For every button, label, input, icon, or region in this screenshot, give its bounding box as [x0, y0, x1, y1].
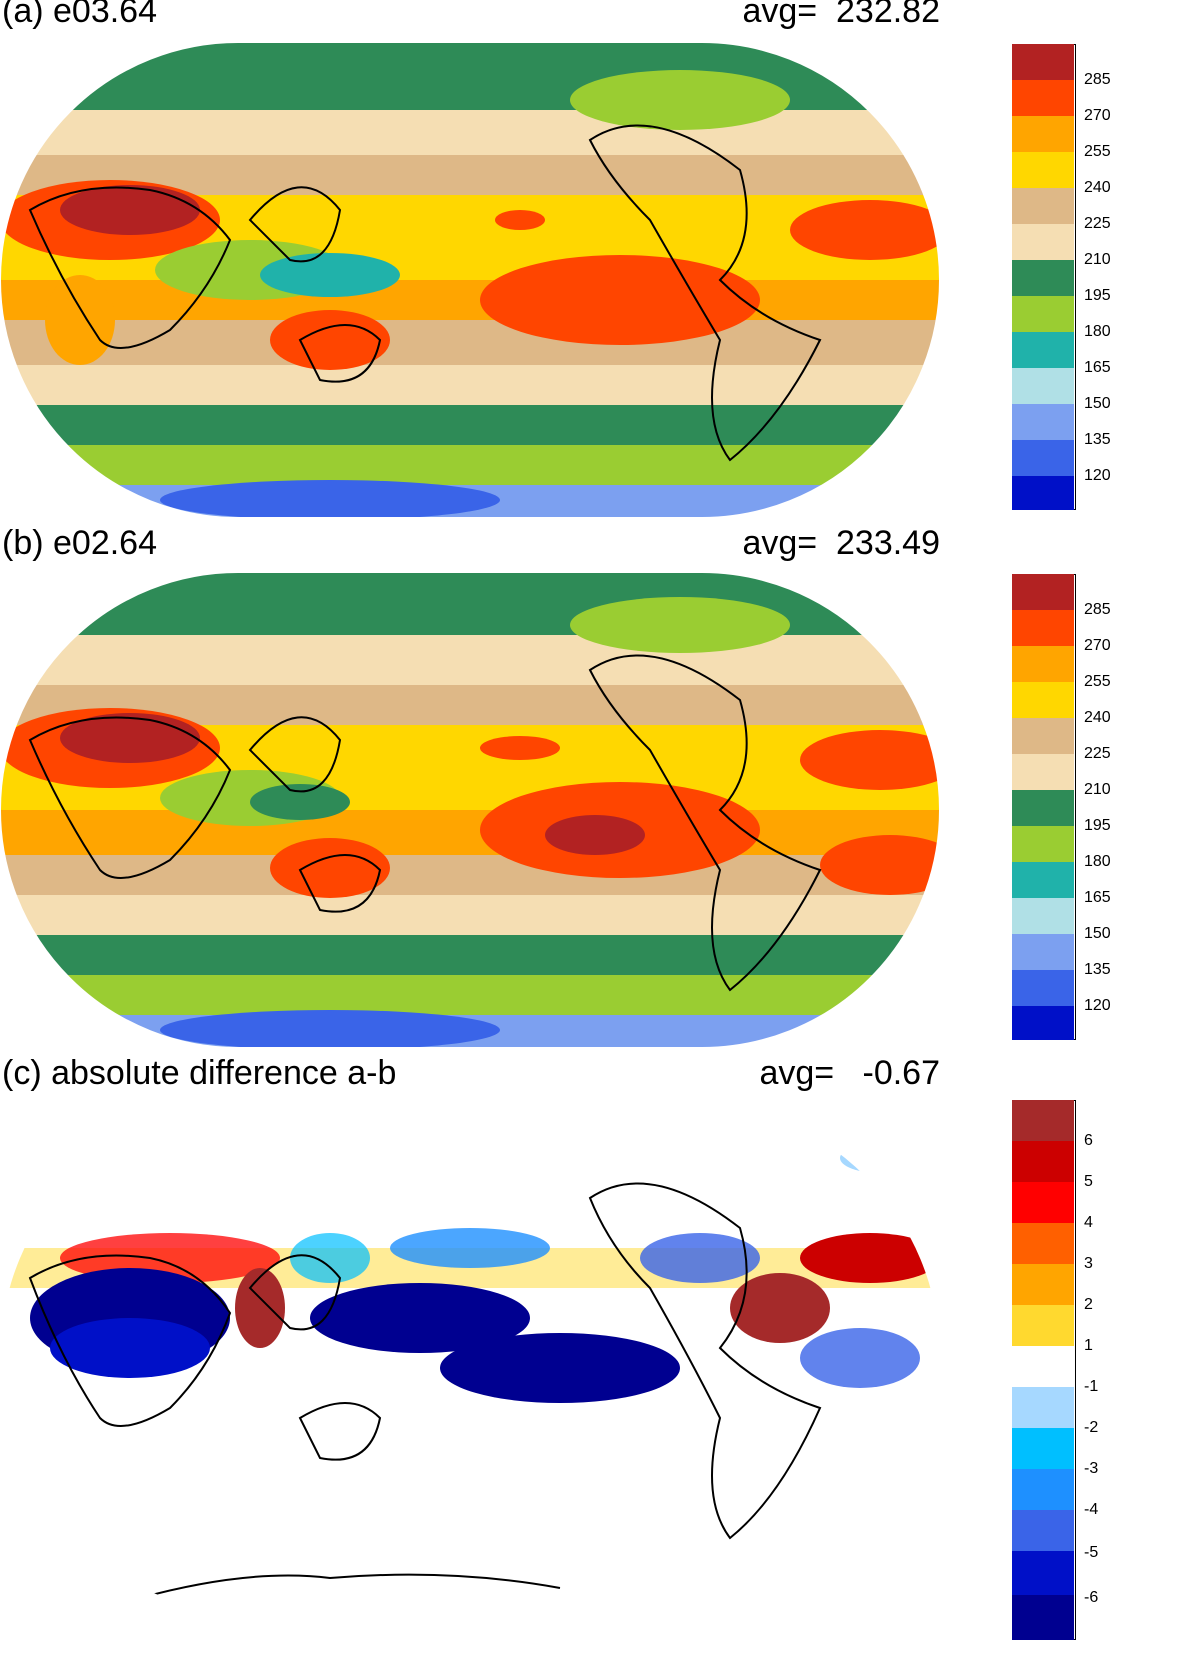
panel-a: (a) e03.64 avg= 232.82: [0, 0, 1188, 530]
legend-label: 165: [1084, 889, 1111, 906]
legend-label: 255: [1084, 673, 1111, 690]
legend-label: -1: [1084, 1378, 1099, 1395]
legend-label: 180: [1084, 853, 1111, 870]
map-a: [0, 41, 941, 519]
legend-swatch: [1012, 224, 1074, 260]
legend-swatch: [1012, 1141, 1074, 1182]
legend-swatch: [1012, 1595, 1074, 1640]
legend-label: 150: [1084, 925, 1111, 942]
legend-label: 135: [1084, 961, 1111, 978]
legend-label: 255: [1084, 143, 1111, 160]
legend-label: 5: [1084, 1173, 1093, 1190]
legend-swatch: [1012, 80, 1074, 116]
legend-swatch: [1012, 970, 1074, 1006]
legend-swatch: [1012, 1006, 1074, 1040]
legend-label: 150: [1084, 395, 1111, 412]
legend-swatch: [1012, 934, 1074, 970]
legend-swatch: [1012, 682, 1074, 718]
legend-swatch: [1012, 754, 1074, 790]
legend-swatch: [1012, 862, 1074, 898]
legend-label: 225: [1084, 215, 1111, 232]
legend-swatch: [1012, 898, 1074, 934]
legend-label: 3: [1084, 1255, 1093, 1272]
legend-label: 120: [1084, 467, 1111, 484]
legend-swatch: [1012, 790, 1074, 826]
legend-swatch: [1012, 260, 1074, 296]
legend-swatch: [1012, 440, 1074, 476]
legend-swatch: [1012, 574, 1074, 610]
panel-average: avg= 232.82: [742, 0, 940, 30]
arctic-band: [0, 572, 940, 635]
legend-swatch: [1012, 646, 1074, 682]
legend-label: -2: [1084, 1419, 1099, 1436]
legend-swatch: [1012, 1428, 1074, 1469]
legend-swatch: [1012, 476, 1074, 510]
legend-swatch: [1012, 610, 1074, 646]
legend-label: -5: [1084, 1544, 1099, 1561]
panel-title: (a) e03.64: [2, 0, 157, 30]
legend-label: 135: [1084, 431, 1111, 448]
legend-swatch: [1012, 404, 1074, 440]
panel-b: (b) e02.64 avg= 233.49: [0, 524, 1188, 1062]
legend-label: 120: [1084, 997, 1111, 1014]
panel-c: (c) absolute difference a-b avg= -0.67: [0, 1054, 1188, 1672]
legend-label: 225: [1084, 745, 1111, 762]
legend-label: 6: [1084, 1132, 1093, 1149]
legend-swatch: [1012, 1223, 1074, 1264]
legend-swatch: [1012, 116, 1074, 152]
legend-label: 270: [1084, 637, 1111, 654]
legend-label: 240: [1084, 709, 1111, 726]
arctic-band: [0, 42, 940, 110]
legend-swatch: [1012, 1510, 1074, 1551]
legend-label: 4: [1084, 1214, 1093, 1231]
legend-swatch: [1012, 1469, 1074, 1510]
legend-label: 210: [1084, 781, 1111, 798]
legend-label: -6: [1084, 1589, 1099, 1606]
legend-swatch: [1012, 718, 1074, 754]
legend-swatch: [1012, 1551, 1074, 1595]
legend-swatch: [1012, 296, 1074, 332]
legend-label: 165: [1084, 359, 1111, 376]
legend-swatch: [1012, 188, 1074, 224]
legend-label: 1: [1084, 1337, 1093, 1354]
legend-swatch: [1012, 1305, 1074, 1346]
legend-swatch: [1012, 368, 1074, 404]
legend-swatch: [1012, 1100, 1074, 1141]
legend-label: 210: [1084, 251, 1111, 268]
southern-green-band: [0, 405, 940, 445]
legend-label: 270: [1084, 107, 1111, 124]
panel-title: (b) e02.64: [2, 524, 157, 562]
legend-label: -3: [1084, 1460, 1099, 1477]
map-b: [0, 571, 941, 1049]
legend-swatch: [1012, 152, 1074, 188]
legend-label: 195: [1084, 287, 1111, 304]
panel-average: avg= -0.67: [759, 1054, 940, 1092]
legend-swatch: [1012, 1182, 1074, 1223]
legend-label: 285: [1084, 71, 1111, 88]
legend-swatch: [1012, 826, 1074, 862]
map-c: [0, 1100, 940, 1615]
legend-label: 285: [1084, 601, 1111, 618]
legend-swatch: [1012, 1346, 1074, 1387]
legend-label: 240: [1084, 179, 1111, 196]
panel-title: (c) absolute difference a-b: [2, 1054, 397, 1092]
legend-swatch: [1012, 1387, 1074, 1428]
legend-label: 195: [1084, 817, 1111, 834]
legend-swatch: [1012, 1264, 1074, 1305]
legend-label: 2: [1084, 1296, 1093, 1313]
legend-label: 180: [1084, 323, 1111, 340]
legend-label: -4: [1084, 1501, 1099, 1518]
southern-green-band: [0, 935, 940, 975]
legend-swatch: [1012, 332, 1074, 368]
panel-average: avg= 233.49: [742, 524, 940, 562]
legend-swatch: [1012, 44, 1074, 80]
